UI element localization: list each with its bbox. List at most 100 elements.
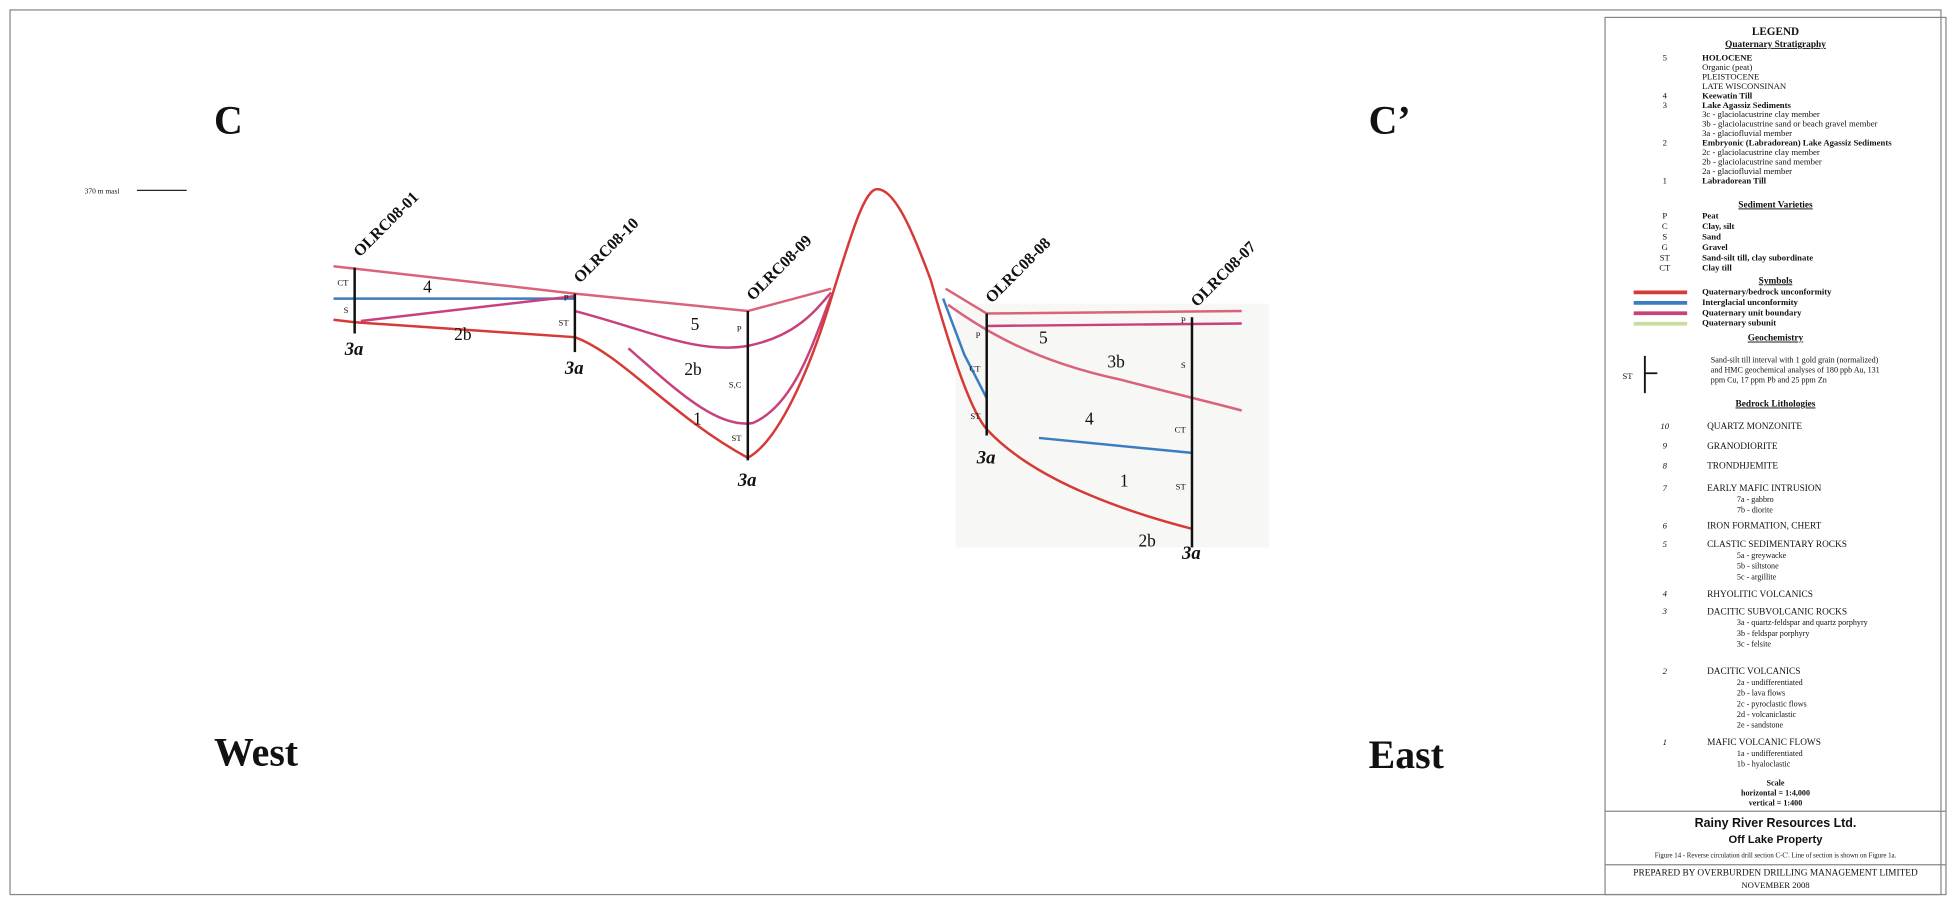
hole-name: OLRC08-07 [1188,239,1260,311]
legend-code: ST [1660,252,1671,262]
log-code: ST [731,433,742,443]
prepared-by: PREPARED BY OVERBURDEN DRILLING MANAGEME… [1633,869,1918,879]
legend-code: P [1662,210,1667,220]
log-code: ST [970,411,981,421]
legend-text: and HMC geochemical analyses of 180 ppb … [1711,366,1880,375]
legend-subtext: 3c - felsite [1737,640,1772,649]
hole-name: OLRC08-08 [983,235,1055,307]
legend-text: MAFIC VOLCANIC FLOWS [1707,738,1821,748]
legend-text: Labradorean Till [1702,175,1767,185]
unit-label: 4 [1085,409,1094,429]
base-unit: 3a [737,470,757,491]
log-code: P [1181,315,1186,325]
legend-subtext: 2a - undifferentiated [1737,678,1803,687]
scale-text: vertical = 1:400 [1749,799,1803,808]
base-unit: 3a [564,358,584,379]
legend-subtext: 7b - diorite [1737,506,1773,515]
legend-code: 5 [1663,52,1667,62]
base-unit: 3a [976,447,996,468]
unit-label: 1 [693,409,702,429]
legend-text: Quaternary subunit [1702,318,1776,328]
legend-code: 2 [1663,138,1667,148]
log-code: P [564,293,569,303]
legend-subtext: 3b - feldspar porphyry [1737,629,1809,638]
legend-code: CT [1659,263,1671,273]
property: Off Lake Property [1729,834,1824,846]
legend-code: 3 [1662,606,1668,616]
log-code: CT [1175,424,1187,434]
hole-name: OLRC08-09 [744,232,816,304]
legend-text: IRON FORMATION, CHERT [1707,521,1822,531]
hole-name: OLRC08-10 [571,215,643,287]
legend-text: EARLY MAFIC INTRUSION [1707,484,1822,494]
log-code: S [344,305,349,315]
legend-code: 2 [1663,666,1668,676]
base-unit: 3a [1181,543,1201,564]
legend-heading: Bedrock Lithologies [1736,399,1816,409]
legend-code: 7 [1663,483,1668,493]
legend-subtext: 2b - lava flows [1737,689,1785,698]
legend-text: Quaternary/bedrock unconformity [1702,286,1832,296]
datum-label: 370 m masl [85,186,120,195]
date: NOVEMBER 2008 [1741,880,1810,890]
legend-code: 8 [1663,461,1668,471]
legend-text: GRANODIORITE [1707,442,1778,452]
section-mark: C [214,99,243,143]
unit-label: 1 [1120,471,1129,491]
section-mark: C’ [1369,99,1411,143]
legend-text: ppm Cu, 17 ppm Pb and 25 ppm Zn [1711,376,1827,385]
legend-subtext: 7a - gabbro [1737,495,1774,504]
legend-code: 4 [1663,589,1668,599]
legend-code: C [1662,221,1668,231]
unit-boundary [575,292,831,347]
legend-text: QUARTZ MONZONITE [1707,422,1802,432]
hole-name: OLRC08-01 [351,189,423,261]
unit-label: 2b [454,324,472,344]
legend-text: Clay till [1702,263,1732,273]
legend-text: TRONDHJEMITE [1707,462,1778,472]
log-code: CT [337,278,349,288]
legend-subtext: 2c - pyroclastic flows [1737,699,1807,708]
log-code: ST [559,317,570,327]
legend-text: Sand-silt till, clay subordinate [1702,252,1813,262]
direction: West [214,731,299,775]
legend-code: 10 [1660,421,1669,431]
scale-text: horizontal = 1:4,000 [1741,789,1810,798]
unit-label: 4 [423,277,432,297]
legend-code: 5 [1663,539,1668,549]
legend-code: G [1662,242,1668,252]
legend-heading: Quaternary Stratigraphy [1725,40,1826,50]
drawing: C C’ West East 370 m masl OLRC08-01 3a CT S OLRC0… [0,0,1951,907]
legend-text: DACITIC VOLCANICS [1707,667,1800,677]
legend-code: 1 [1663,175,1667,185]
log-code: ST [1176,482,1187,492]
log-code: S [1181,360,1186,370]
legend-text: DACITIC SUBVOLCANIC ROCKS [1707,607,1847,617]
log-code: S,C [729,380,742,390]
legend-code: 3 [1663,100,1667,110]
legend-subtext: 5b - siltstone [1737,562,1779,571]
caption: Figure 14 - Reverse circulation drill se… [1655,853,1897,860]
legend-text: Quaternary unit boundary [1702,307,1802,317]
legend-text: Gravel [1702,242,1728,252]
legend-heading: Symbols [1759,276,1793,286]
inset-background [956,304,1270,548]
unit-label: 5 [691,314,700,334]
legend-text: Peat [1702,210,1719,220]
unit-label: 5 [1039,328,1048,348]
legend-subtext: 3a - quartz-feldspar and quartz porphyry [1737,618,1868,627]
legend-text: Interglacial unconformity [1702,297,1798,307]
legend-code: 9 [1663,441,1668,451]
unit-boundary [628,296,831,424]
legend-text: Sand-silt till interval with 1 gold grai… [1711,356,1879,365]
log-code: P [737,324,742,334]
legend-code: S [1662,231,1667,241]
log-code: P [976,330,981,340]
company: Rainy River Resources Ltd. [1695,816,1857,830]
legend-subtext: 2e - sandstone [1737,721,1784,730]
direction: East [1369,733,1445,777]
legend-code: 1 [1663,737,1667,747]
legend-subtext: 1a - undifferentiated [1737,749,1803,758]
legend-heading: Sediment Varieties [1738,200,1813,210]
unit-label: 3b [1107,351,1125,371]
